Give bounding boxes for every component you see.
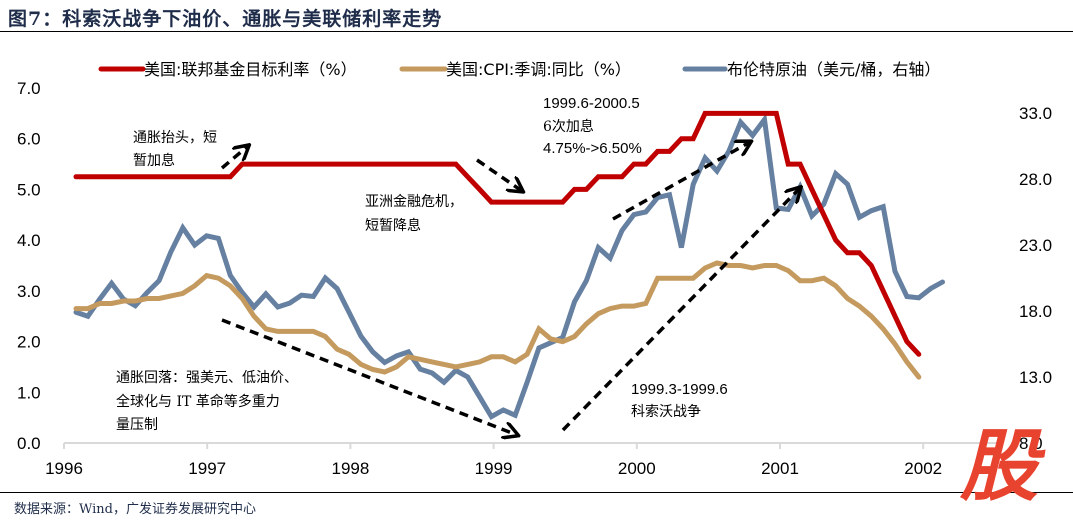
title-divider xyxy=(0,31,1073,32)
annotation-line: 4.75%->6.50% xyxy=(543,140,642,157)
left-axis: 0.0 1.0 2.0 3.0 4.0 5.0 6.0 7.0 xyxy=(17,79,41,453)
annotation-line: 通胀回落：强美元、低油价、 xyxy=(116,370,298,386)
x-axis-tick-label: 2000 xyxy=(618,459,656,478)
x-axis-tick-label: 2001 xyxy=(761,459,799,478)
legend-item-fed-rate[interactable]: 美国:联邦基金目标利率（%） xyxy=(98,60,357,79)
series-fed-funds-rate xyxy=(73,110,922,357)
data-source: 数据来源：Wind，广发证券发展研究中心 xyxy=(14,502,256,517)
watermark-logo: 股 xyxy=(960,422,1039,512)
right-axis-tick-label: 18.0 xyxy=(1019,302,1052,321)
right-axis-tick-label: 13.0 xyxy=(1019,368,1052,387)
annotation-kosovo-war: 1999.3-1999.6 科索沃战争 xyxy=(631,381,728,420)
right-axis-tick-label: 33.0 xyxy=(1019,104,1052,123)
left-axis-tick-label: 4.0 xyxy=(17,231,41,250)
footer-divider xyxy=(0,492,1073,493)
annotation-line: 科索沃战争 xyxy=(631,403,701,420)
left-axis-tick-label: 2.0 xyxy=(17,333,41,352)
left-axis-tick-label: 6.0 xyxy=(17,130,41,149)
arrow-rate-hikes xyxy=(612,142,750,221)
series-cpi-yoy xyxy=(73,260,922,380)
legend-label-fed-rate: 美国:联邦基金目标利率（%） xyxy=(144,60,357,79)
legend-label-brent: 布伦特原油（美元/桶，右轴） xyxy=(727,60,940,79)
left-axis-tick-label: 3.0 xyxy=(17,282,41,301)
x-axis-tick-label: 1997 xyxy=(188,459,226,478)
right-axis-tick-label: 8.0 xyxy=(1019,434,1043,453)
legend: 美国:联邦基金目标利率（%） 美国:CPI:季调:同比（%） 布伦特原油（美元/… xyxy=(98,60,940,79)
arrow-kosovo-war xyxy=(561,188,800,432)
x-axis: 1996 1997 1998 1999 2000 2001 2002 xyxy=(45,442,1003,478)
left-axis-tick-label: 5.0 xyxy=(17,180,41,199)
legend-item-brent[interactable]: 布伦特原油（美元/桶，右轴） xyxy=(682,60,940,79)
annotation-line: 1999.3-1999.6 xyxy=(631,381,728,398)
annotation-line: 全球化与 IT 革命等多重力 xyxy=(116,393,280,410)
left-axis-tick-label: 0.0 xyxy=(17,434,41,453)
x-axis-tick-label: 1998 xyxy=(331,459,369,478)
annotation-inflation-rise: 通胀抬头，短 暂加息 xyxy=(133,130,217,169)
annotation-line: 6次加息 xyxy=(543,118,594,135)
arrow-inflation-rise xyxy=(220,146,248,170)
annotation-line: 短暂降息 xyxy=(365,217,421,234)
legend-item-cpi[interactable]: 美国:CPI:季调:同比（%） xyxy=(399,60,631,79)
arrow-inflation-fall xyxy=(221,318,517,435)
annotation-inflation-fall: 通胀回落：强美元、低油价、 全球化与 IT 革命等多重力 量压制 xyxy=(116,370,298,433)
right-axis: 8.0 13.0 18.0 23.0 28.0 33.0 xyxy=(1019,104,1052,453)
annotation-line: 暂加息 xyxy=(133,152,175,169)
annotation-asian-crisis: 亚洲金融危机， 短暂降息 xyxy=(365,194,463,234)
right-axis-tick-label: 23.0 xyxy=(1019,236,1052,255)
legend-label-cpi: 美国:CPI:季调:同比（%） xyxy=(446,60,631,79)
annotation-arrows xyxy=(220,142,800,435)
chart-title: 图7：科索沃战争下油价、通胀与美联储利率走势 xyxy=(8,8,443,30)
annotation-line: 亚洲金融危机， xyxy=(365,194,463,210)
right-axis-tick-label: 28.0 xyxy=(1019,170,1052,189)
arrow-asian-crisis xyxy=(476,158,522,191)
annotation-line: 量压制 xyxy=(116,417,158,433)
annotation-line: 通胀抬头，短 xyxy=(133,130,217,146)
x-axis-tick-label: 2002 xyxy=(904,459,942,478)
left-axis-tick-label: 7.0 xyxy=(17,79,41,98)
x-axis-tick-label: 1996 xyxy=(45,459,83,478)
x-axis-tick-label: 1999 xyxy=(475,459,513,478)
annotation-rate-hikes: 1999.6-2000.5 6次加息 4.75%->6.50% xyxy=(543,95,642,157)
left-axis-tick-label: 1.0 xyxy=(17,383,41,402)
annotation-line: 1999.6-2000.5 xyxy=(543,95,640,112)
